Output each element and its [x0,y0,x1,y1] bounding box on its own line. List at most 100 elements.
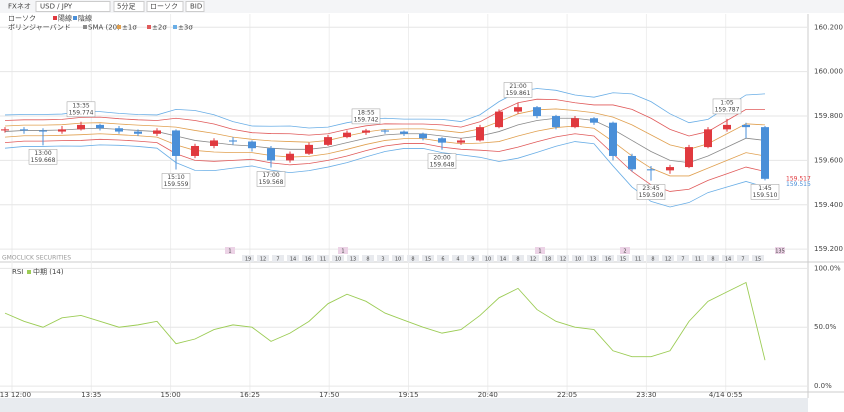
count: 8 [651,257,654,263]
count: 12 [665,257,671,263]
y-tick-label: 159.800 [814,112,843,120]
count-box [707,255,719,262]
candle-body [96,124,104,129]
sma [4,117,766,164]
marker: 1 [341,249,344,255]
candle-body [514,107,522,112]
candle-body [362,130,370,133]
x-tick-label: 4/14 0:55 [709,391,743,399]
count-box [572,255,584,262]
chart-style: ローソク [150,3,178,11]
candle-body [647,169,655,171]
count-box [542,255,554,262]
x-tick-label: 13:35 [81,391,101,399]
candle-body [628,155,636,170]
count-box [587,255,599,262]
x-tick-label: 20:40 [478,391,498,399]
annotation-price: 159.509 [639,192,664,199]
count-box [692,255,704,262]
count-box [722,255,734,262]
count-box [752,255,764,262]
timeframe-select[interactable] [113,1,145,12]
band-3sigma [4,88,766,129]
annotation-box [636,184,666,200]
count-box [422,255,434,262]
candle-body [571,118,579,128]
count: 10 [575,257,581,263]
candle-body [20,129,28,131]
last-price: 159.515 [786,181,811,188]
rsi-legend: 中期 (14) [33,267,64,276]
marker: 1 [538,249,541,255]
annotation-time: 13:35 [72,102,89,109]
legend-swatch [73,16,77,20]
count-box [512,255,524,262]
annotation-time: 20:00 [433,154,450,161]
annotation-price: 159.787 [715,106,740,113]
annotation-box [427,153,457,170]
quote-select[interactable] [185,1,205,12]
count: 15 [620,257,626,263]
candle-body [590,118,598,123]
annotation-price: 159.668 [31,157,56,164]
rsi-tick-label: 100.0% [814,264,841,272]
band-2sigma [4,98,765,137]
legend-swatch [173,25,177,29]
candle-body [495,111,503,128]
count: 15 [755,257,761,263]
legend-label: SMA (20) [88,24,120,32]
x-tick-label: 15:00 [161,391,181,399]
count-box [662,255,674,262]
x-tick-label: 19:15 [398,391,418,399]
band-1sigma [4,125,766,177]
count: 19 [245,257,251,263]
marker-box [620,247,630,254]
count-box [737,255,749,262]
candle-body [761,127,769,179]
candle-body [115,128,123,132]
count: 12 [260,257,266,263]
marker-box [225,247,235,254]
candle-body [191,145,199,156]
candle-body [552,116,560,128]
candle-body [305,144,313,154]
count-box [302,255,314,262]
count-box [602,255,614,262]
candle-body [210,140,218,146]
count: 14 [290,257,296,263]
rsi-tick-label: 50.0% [814,323,837,331]
annotation-price: 159.648 [430,161,455,168]
pair-select[interactable] [35,1,111,12]
count: 8 [411,257,414,263]
marker: 1 [228,249,231,255]
count: 18 [545,257,551,263]
count: 13 [590,257,596,263]
marker: 135 [775,249,785,255]
x-tick-label: 16:25 [240,391,260,399]
count: 16 [605,257,611,263]
rsi-line [4,281,766,361]
count: 14 [500,257,506,263]
rsi-tick-label: 0.0% [814,382,832,390]
candle-body [723,124,731,130]
count-box [407,255,419,262]
count: 10 [485,257,491,263]
count: 12 [530,257,536,263]
y-tick-label: 159.400 [814,201,843,209]
annotation-time: 13:00 [34,150,51,157]
navigator[interactable] [0,398,808,412]
count: 10 [395,257,401,263]
count-box [377,255,389,262]
last-price: 159.517 [786,175,811,182]
count-box [392,255,404,262]
marker: 2 [623,249,626,255]
watermark: GMOCLICK SECURITIES [2,255,71,262]
count-box [257,255,269,262]
annotation-box [503,82,533,98]
count-box [647,255,659,262]
style-select[interactable] [146,1,184,12]
legend-label: ±3σ [178,24,193,32]
count-box [482,255,494,262]
candle-body [172,130,180,156]
